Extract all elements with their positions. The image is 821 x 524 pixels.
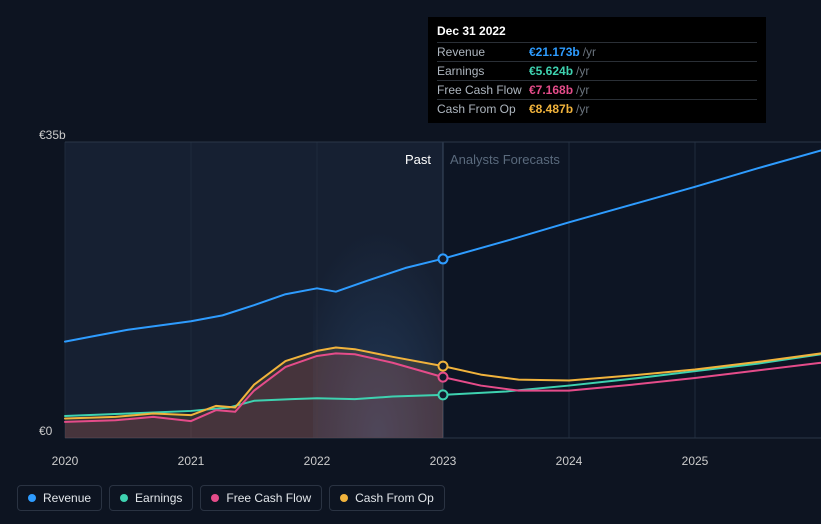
tooltip-row-value: €8.487b [529,102,573,116]
tooltip-row-label: Free Cash Flow [437,83,529,97]
x-tick-label: 2020 [52,454,79,468]
tooltip-row-suffix: /yr [583,45,596,59]
x-tick-label: 2025 [682,454,709,468]
chart-legend: Revenue Earnings Free Cash Flow Cash From O… [17,485,445,511]
tooltip-date: Dec 31 2022 [437,24,757,42]
legend-dot-icon [28,494,36,502]
x-tick-label: 2023 [430,454,457,468]
x-tick-label: 2024 [556,454,583,468]
legend-dot-icon [120,494,128,502]
legend-label: Cash From Op [355,491,434,505]
tooltip-row-label: Revenue [437,45,529,59]
tooltip-row: Cash From Op€8.487b/yr [437,99,757,118]
legend-item[interactable]: Revenue [17,485,102,511]
past-label: Past [405,152,431,167]
tooltip-row-value: €5.624b [529,64,573,78]
chart-tooltip: Dec 31 2022 Revenue€21.173b/yrEarnings€5… [428,17,766,123]
tooltip-row-suffix: /yr [576,64,589,78]
tooltip-row: Earnings€5.624b/yr [437,61,757,80]
legend-label: Earnings [135,491,182,505]
forecast-label: Analysts Forecasts [450,152,560,167]
legend-item[interactable]: Earnings [109,485,193,511]
legend-item[interactable]: Cash From Op [329,485,445,511]
tooltip-row-value: €21.173b [529,45,580,59]
legend-label: Revenue [43,491,91,505]
x-tick-label: 2021 [178,454,205,468]
legend-dot-icon [211,494,219,502]
tooltip-row-suffix: /yr [576,102,589,116]
legend-item[interactable]: Free Cash Flow [200,485,322,511]
x-tick-label: 2022 [304,454,331,468]
tooltip-row: Free Cash Flow€7.168b/yr [437,80,757,99]
tooltip-row: Revenue€21.173b/yr [437,42,757,61]
legend-label: Free Cash Flow [226,491,311,505]
tooltip-row-label: Cash From Op [437,102,529,116]
legend-dot-icon [340,494,348,502]
tooltip-row-suffix: /yr [576,83,589,97]
tooltip-row-label: Earnings [437,64,529,78]
tooltip-row-value: €7.168b [529,83,573,97]
